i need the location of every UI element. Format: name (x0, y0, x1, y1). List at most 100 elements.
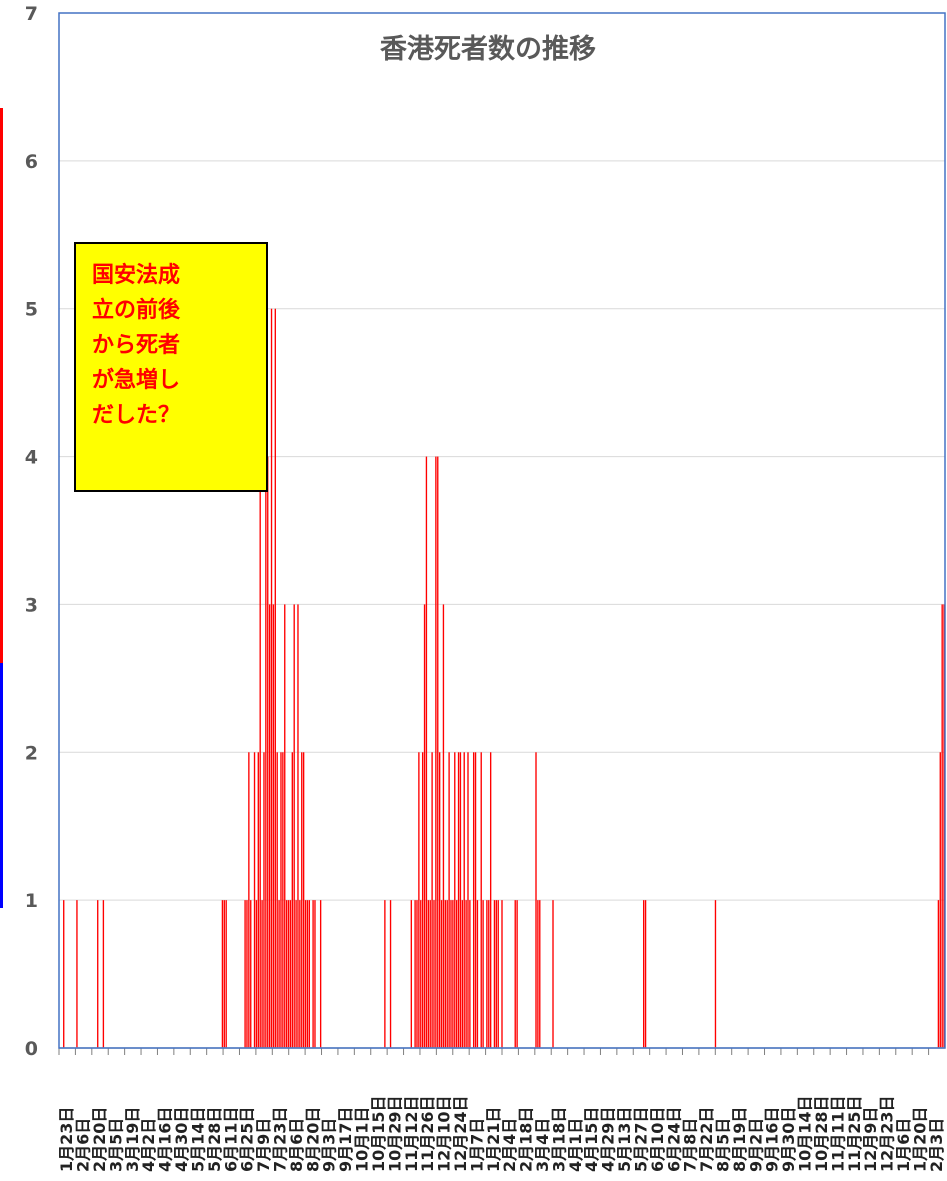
x-tick-label: 11月25日 (845, 1095, 864, 1172)
x-tick-label: 10月15日 (369, 1095, 388, 1172)
bar (450, 900, 452, 1048)
x-tick-label: 1月6日 (894, 1118, 913, 1172)
x-tick-label: 12月10日 (435, 1095, 454, 1172)
side-strip-blue (0, 663, 3, 908)
bar (474, 752, 477, 1048)
bar (514, 900, 516, 1048)
x-tick-label: 6月24日 (664, 1107, 683, 1172)
x-tick-label: 1月20日 (910, 1107, 929, 1172)
x-tick-label: 4月1日 (566, 1118, 585, 1172)
x-tick-label: 8月6日 (287, 1118, 306, 1172)
bar (257, 752, 259, 1048)
x-tick-label: 8月19日 (730, 1107, 749, 1172)
x-tick-label: 7月23日 (271, 1107, 290, 1172)
x-tick-label: 2月4日 (500, 1118, 519, 1172)
y-tick-label: 6 (25, 151, 38, 173)
bar (314, 900, 316, 1048)
bar (454, 752, 456, 1048)
bar (268, 604, 271, 1048)
bar (489, 752, 492, 1048)
bar (537, 900, 539, 1048)
bar (488, 900, 490, 1048)
x-tick-label: 9月3日 (320, 1118, 339, 1172)
bar (495, 900, 498, 1048)
y-tick-label: 5 (25, 299, 38, 321)
bar (304, 900, 307, 1048)
bar (278, 900, 280, 1048)
bar (265, 456, 267, 1049)
x-tick-label: 10月1日 (353, 1107, 372, 1172)
bar (63, 900, 65, 1048)
x-tick-label: 2月3日 (927, 1118, 946, 1172)
x-tick-label: 7月22日 (697, 1107, 716, 1172)
y-tick-labels: 0 1 2 3 4 5 6 7 (25, 3, 38, 1060)
bar (272, 604, 275, 1048)
bar (943, 604, 945, 1048)
bar (261, 900, 263, 1048)
x-tick-label: 5月13日 (615, 1107, 634, 1172)
y-tick-label: 4 (25, 447, 38, 469)
bar (223, 900, 225, 1048)
bar (295, 900, 297, 1048)
bars (63, 308, 945, 1049)
bar (939, 752, 941, 1048)
bar (472, 752, 475, 1048)
bar (476, 900, 479, 1048)
annotation-box: 国安法成 立の前後 から死者 が急増し だした？ (74, 242, 268, 492)
x-tick-label: 10月14日 (796, 1095, 815, 1172)
bar (312, 900, 314, 1048)
bar (248, 752, 250, 1048)
bar (461, 900, 464, 1048)
bar (389, 900, 392, 1048)
bar (301, 752, 303, 1048)
bar (282, 752, 284, 1048)
y-tick-label: 3 (25, 594, 38, 616)
y-tick-label: 2 (25, 742, 38, 764)
bar (299, 900, 301, 1048)
bar (302, 752, 305, 1048)
bar (937, 900, 940, 1048)
bar (482, 900, 484, 1048)
x-tick-label: 11月11日 (828, 1095, 847, 1172)
bar (97, 900, 99, 1048)
bar (539, 900, 541, 1048)
bar (289, 900, 292, 1048)
x-tick-label: 3月5日 (106, 1118, 125, 1172)
x-tick-label: 8月5日 (714, 1118, 733, 1172)
x-tick-label: 4月2日 (139, 1118, 158, 1172)
y-tick-label: 0 (25, 1038, 38, 1060)
bar (244, 900, 246, 1048)
x-tick-label: 7月8日 (681, 1118, 700, 1172)
bar (437, 456, 439, 1049)
x-tick-label: 9月2日 (746, 1118, 765, 1172)
x-tick-labels: 1月23日2月6日2月20日3月5日3月19日4月2日4月16日4月30日5月1… (57, 1095, 946, 1172)
x-tick-label: 11月26日 (418, 1095, 437, 1172)
bar (297, 604, 299, 1048)
bar (643, 900, 645, 1048)
bar (306, 900, 309, 1048)
bar (714, 900, 717, 1048)
x-tick-label: 2月18日 (517, 1107, 536, 1172)
bar (280, 752, 282, 1048)
bar (285, 900, 288, 1048)
bar (448, 752, 450, 1048)
bar (452, 900, 454, 1048)
x-tick-label: 1月23日 (57, 1107, 76, 1172)
bar (425, 456, 428, 1049)
x-tick-label: 1月21日 (484, 1107, 503, 1172)
bar (501, 900, 503, 1048)
bar (497, 900, 499, 1048)
bar (433, 900, 435, 1048)
bar (274, 308, 276, 1048)
bar (486, 900, 488, 1048)
bar (414, 900, 416, 1048)
bar (442, 604, 445, 1048)
bar (267, 456, 269, 1049)
bar (250, 900, 252, 1048)
bar (459, 752, 462, 1048)
y-tick-label: 7 (25, 3, 38, 25)
x-tick-label: 6月11日 (221, 1107, 240, 1172)
bar (287, 900, 290, 1048)
x-tick-label: 12月23日 (878, 1095, 897, 1172)
